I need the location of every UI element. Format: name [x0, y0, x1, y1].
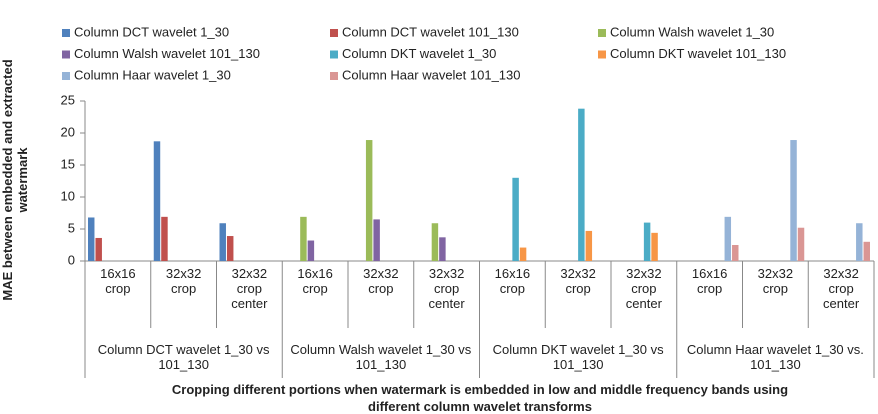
x-tick-label: 32x32 crop center: [428, 266, 465, 311]
y-tick-label: 10: [61, 188, 75, 203]
bar: [373, 219, 380, 261]
legend-label: Column Walsh wavelet 1_30: [610, 24, 774, 39]
bar: [651, 232, 658, 261]
legend-swatch: [62, 50, 70, 59]
legend-swatch: [598, 29, 606, 37]
bar: [724, 216, 732, 261]
legend-label: Column DKT wavelet 1_30: [342, 46, 496, 61]
group-label: Column DKT wavelet 1_30 vs 101_130: [492, 342, 664, 372]
x-tick-label: 32x32 crop center: [823, 266, 860, 311]
legend-swatch: [62, 29, 70, 37]
bar: [153, 141, 161, 261]
legend-label: Column DCT wavelet 101_130: [342, 24, 519, 39]
bar: [365, 140, 373, 261]
x-tick-label: 32x32 crop: [363, 266, 399, 296]
bar: [431, 223, 439, 261]
bar: [585, 230, 593, 261]
bar: [578, 108, 585, 262]
bar: [856, 223, 863, 261]
bar: [307, 240, 315, 261]
bar: [95, 237, 102, 261]
y-tick-label: 0: [68, 252, 75, 267]
x-tick-label: 32x32 crop: [757, 266, 794, 296]
bar: [512, 177, 519, 261]
x-tick-label: 32x32 crop: [560, 266, 596, 296]
x-axis-title: Cropping different portions when waterma…: [171, 382, 789, 414]
legend-label: Column DKT wavelet 101_130: [610, 46, 786, 61]
group-label: Column Haar wavelet 1_30 vs. 101_130: [686, 342, 864, 372]
bar: [732, 245, 739, 261]
legend-label: Column Walsh wavelet 101_130: [74, 46, 260, 61]
y-tick-label: 25: [61, 92, 75, 107]
bar: [219, 223, 226, 261]
bar: [161, 216, 168, 261]
bar: [797, 227, 805, 261]
y-tick-label: 15: [61, 156, 75, 171]
x-tick-label: 16x16 crop: [100, 266, 136, 296]
y-axis-title: MAE between embedded and extracted water…: [0, 59, 30, 301]
bar: [519, 247, 527, 261]
legend-swatch: [330, 50, 338, 59]
legend-label: Column Haar wavelet 1_30: [74, 67, 231, 82]
x-tick-label: 32x32 crop center: [625, 266, 662, 311]
x-tick-label: 16x16 crop: [494, 266, 531, 296]
legend-swatch: [330, 72, 338, 80]
bar: [790, 140, 797, 261]
legend-label: Column DCT wavelet 1_30: [74, 24, 229, 39]
legend-label: Column Haar wavelet 101_130: [342, 67, 521, 82]
x-tick-label: 32x32 crop center: [231, 266, 268, 311]
y-tick-label: 5: [68, 220, 75, 235]
bar: [863, 241, 870, 261]
legend-swatch: [330, 29, 338, 37]
bar: [226, 236, 234, 261]
bar: [300, 216, 307, 261]
y-tick-label: 20: [61, 124, 75, 139]
x-tick-label: 32x32 crop: [165, 266, 202, 296]
group-label: Column DCT wavelet 1_30 vs 101_130: [97, 342, 270, 372]
bar: [88, 217, 95, 261]
group-label: Column Walsh wavelet 1_30 vs 101_130: [290, 342, 472, 372]
x-tick-label: 16x16 crop: [297, 266, 333, 296]
legend-swatch: [62, 72, 70, 80]
x-tick-label: 16x16 crop: [691, 266, 728, 296]
bar: [439, 237, 446, 261]
bar: [643, 222, 651, 261]
legend-swatch: [598, 50, 606, 59]
